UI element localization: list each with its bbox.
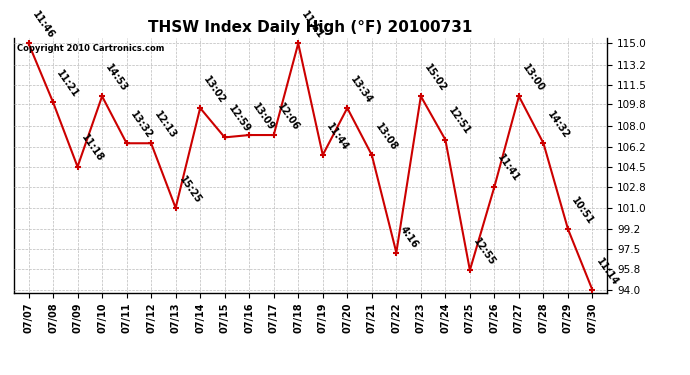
- Text: 13:00: 13:00: [520, 62, 546, 93]
- Text: 15:25: 15:25: [177, 174, 203, 205]
- Text: 13:08: 13:08: [373, 121, 400, 152]
- Text: 11:46: 11:46: [30, 9, 56, 40]
- Text: 15:02: 15:02: [422, 62, 448, 93]
- Text: 4:16: 4:16: [397, 224, 420, 250]
- Text: 12:55: 12:55: [471, 236, 497, 267]
- Text: 11:41: 11:41: [496, 153, 522, 184]
- Text: 13:09: 13:09: [250, 101, 277, 132]
- Text: 12:06: 12:06: [275, 101, 301, 132]
- Text: 11:14: 11:14: [594, 256, 620, 287]
- Text: 11:21: 11:21: [55, 68, 81, 99]
- Text: 10:51: 10:51: [569, 195, 595, 226]
- Text: 14:32: 14:32: [545, 110, 571, 141]
- Text: 13:32: 13:32: [128, 110, 154, 141]
- Text: 13:34: 13:34: [348, 74, 375, 105]
- Text: 11:18: 11:18: [79, 133, 105, 164]
- Text: 12:13: 12:13: [152, 110, 179, 141]
- Text: 14:53: 14:53: [104, 62, 130, 93]
- Text: 13:02: 13:02: [201, 74, 228, 105]
- Text: 11:44: 11:44: [324, 121, 350, 152]
- Text: 12:59: 12:59: [226, 104, 252, 135]
- Text: 11:51: 11:51: [299, 9, 326, 40]
- Text: Copyright 2010 Cartronics.com: Copyright 2010 Cartronics.com: [17, 44, 164, 53]
- Title: THSW Index Daily High (°F) 20100731: THSW Index Daily High (°F) 20100731: [148, 20, 473, 35]
- Text: 12:51: 12:51: [446, 106, 473, 137]
